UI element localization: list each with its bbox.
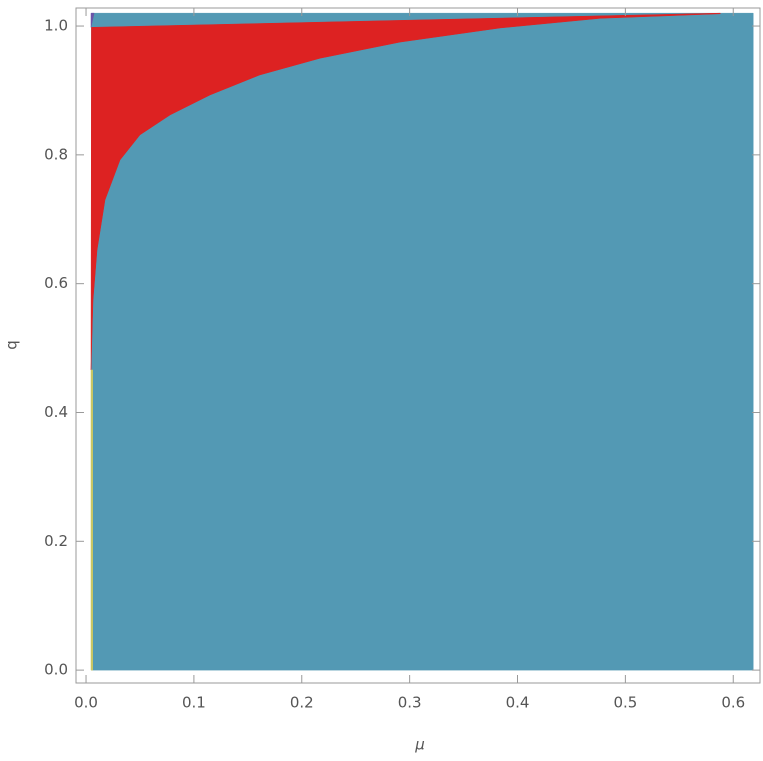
x-tick-label: 0.6 (721, 694, 745, 712)
x-axis-label: μ (414, 736, 425, 754)
x-tick-label: 0.3 (398, 694, 422, 712)
x-tick-label: 0.4 (506, 694, 530, 712)
region (90, 369, 93, 671)
region (90, 12, 95, 28)
y-tick-label: 0.2 (44, 532, 68, 550)
region (91, 12, 754, 671)
x-tick-label: 0.5 (613, 694, 637, 712)
y-tick-label: 0.0 (44, 661, 68, 679)
y-tick-label: 0.4 (44, 403, 68, 421)
x-tick-label: 0.2 (290, 694, 314, 712)
y-tick-label: 0.8 (44, 145, 68, 163)
y-axis-label: q (3, 340, 21, 350)
x-tick-label: 0.0 (74, 694, 98, 712)
frame (75, 7, 761, 684)
x-tick-label: 0.1 (182, 694, 206, 712)
y-tick-label: 0.6 (44, 274, 68, 292)
region (90, 12, 721, 370)
y-tick-label: 1.0 (44, 17, 68, 35)
